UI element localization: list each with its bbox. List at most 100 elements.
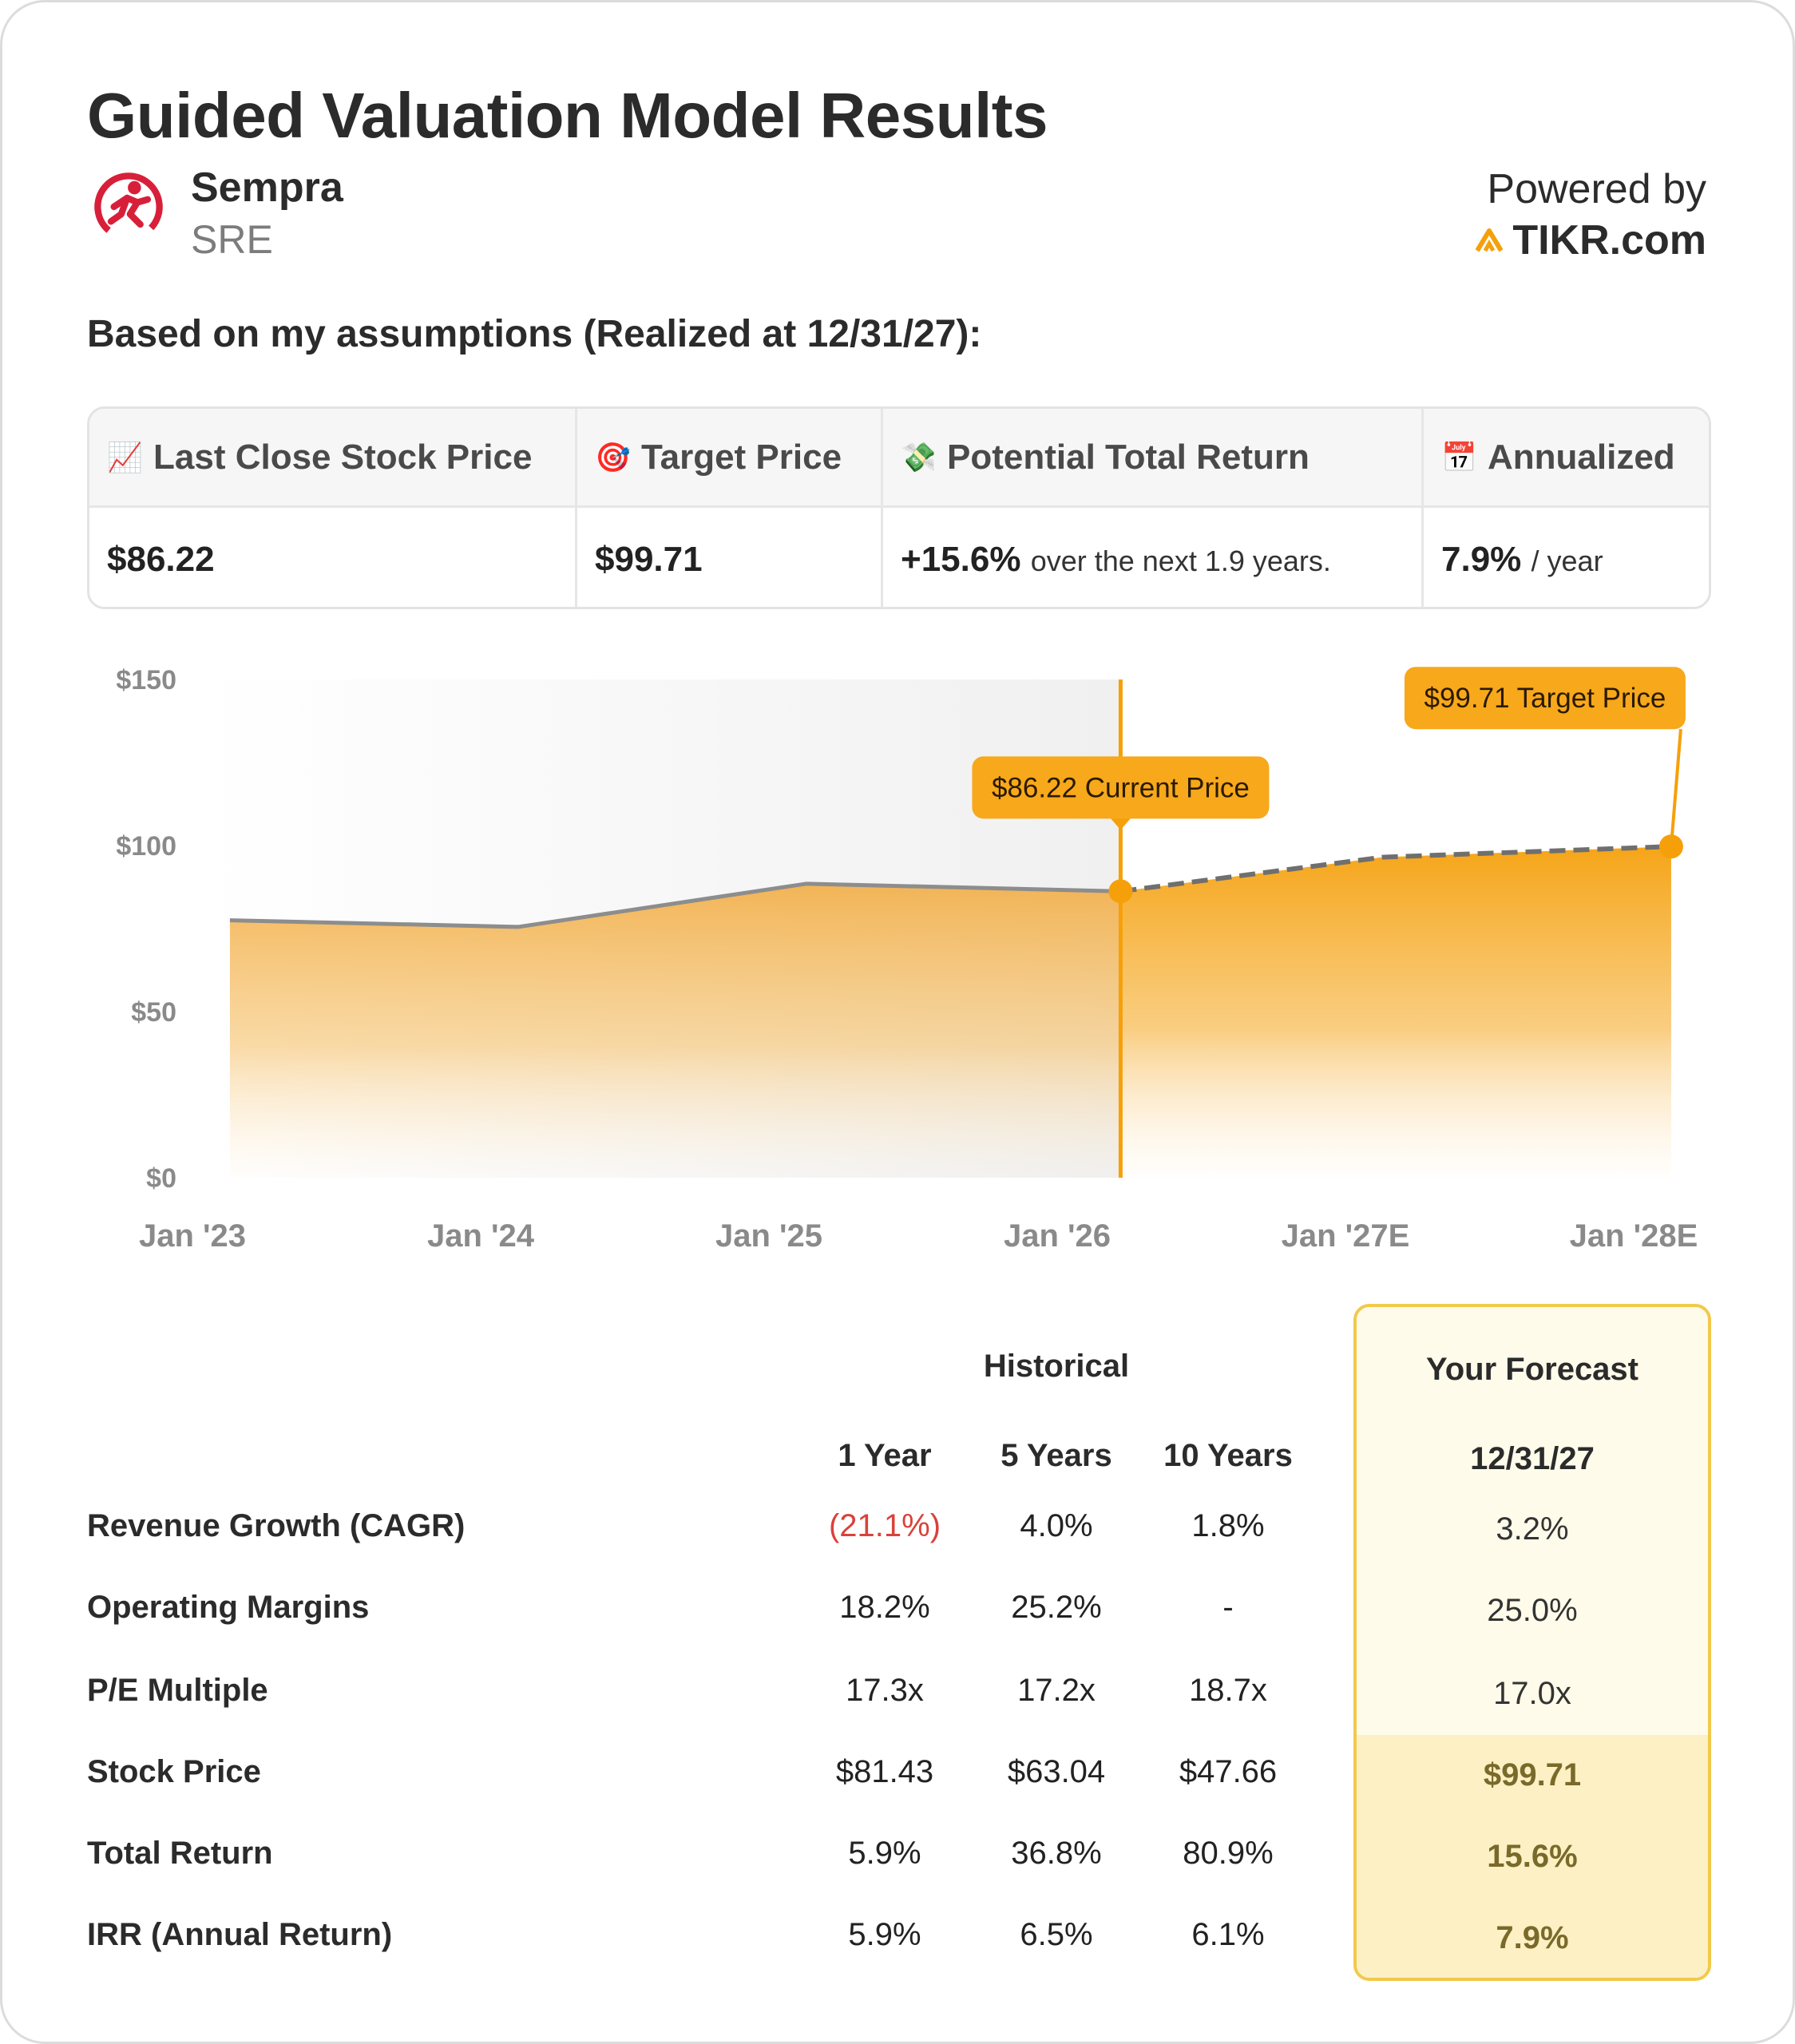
y-tick-label: $50	[131, 997, 176, 1028]
row-value-5y: 36.8%	[1011, 1836, 1102, 1871]
row-value-10y: 1.8%	[1191, 1508, 1265, 1543]
x-tick-label: Jan '24	[427, 1218, 535, 1254]
y-tick-label: $0	[146, 1163, 176, 1194]
tikr-brand-link[interactable]: TIKR.com	[1476, 216, 1706, 264]
row-value-5y: 25.2%	[1011, 1590, 1102, 1625]
page-title: Guided Valuation Model Results	[87, 80, 1048, 151]
col-header-10-years: 10 Years	[1163, 1438, 1293, 1473]
price-chart: $0$50$100$150 Jan '23 Jan '24 Jan '25 Jan '…	[116, 665, 1698, 1254]
row-value-1y: 17.3x	[846, 1673, 924, 1708]
row-value-1y: $81.43	[835, 1754, 934, 1789]
chart-increasing-icon: 📈	[107, 440, 143, 473]
x-axis: Jan '23 Jan '24 Jan '25 Jan '26 Jan '27E Jan …	[139, 1218, 1698, 1254]
y-tick-label: $150	[116, 665, 176, 695]
historical-header: Historical	[983, 1349, 1130, 1384]
summary-header-label: Potential Total Return	[947, 437, 1310, 477]
annotation-current-price: $86.22 Current Price	[972, 756, 1270, 904]
annotation-label: $99.71 Target Price	[1424, 683, 1666, 714]
row-label: Revenue Growth (CAGR)	[87, 1508, 466, 1543]
annotation-box	[1404, 667, 1686, 730]
annotation-target-price: $99.71 Target Price	[1404, 667, 1686, 859]
summary-table: 📈 Last Close Stock Price 🎯 Target Price 💸 P…	[87, 406, 1711, 609]
x-tick-label: Jan '23	[139, 1218, 246, 1254]
row-value-5y: $63.04	[1007, 1754, 1106, 1789]
annualized-suffix: / year	[1531, 545, 1603, 577]
row-forecast: 25.0%	[1487, 1593, 1578, 1628]
y-axis: $0 $50 $100 $150	[116, 665, 176, 1194]
row-forecast: 3.2%	[1496, 1511, 1569, 1547]
summary-header-row: 📈 Last Close Stock Price 🎯 Target Price 💸 P…	[89, 409, 1709, 508]
row-label: P/E Multiple	[87, 1673, 268, 1708]
row-value-1y: 5.9%	[848, 1917, 921, 1952]
y-tick-label: $100	[116, 831, 176, 862]
summary-value-annualized: 7.9% / year	[1424, 510, 1709, 607]
company-name: Sempra	[191, 164, 343, 211]
row-value-10y: -	[1222, 1590, 1234, 1625]
total-return-value: +15.6%	[901, 540, 1021, 579]
summary-header-label: Target Price	[641, 437, 842, 477]
annotation-pointer	[1109, 817, 1132, 830]
summary-header-label: Last Close Stock Price	[153, 437, 533, 477]
summary-value-target: $99.71	[577, 510, 881, 607]
row-label: IRR (Annual Return)	[87, 1917, 393, 1952]
powered-by-label: Powered by	[1487, 166, 1706, 212]
row-label: Stock Price	[87, 1754, 261, 1789]
tikr-logo-icon	[1476, 228, 1504, 252]
row-value-1y: 5.9%	[848, 1836, 921, 1871]
x-tick-label: Jan '27E	[1282, 1218, 1410, 1254]
row-forecast: 17.0x	[1493, 1676, 1571, 1711]
row-value-5y: 4.0%	[1020, 1508, 1093, 1543]
row-label: Operating Margins	[87, 1590, 370, 1625]
target-icon: 🎯	[595, 440, 631, 473]
column-divider	[881, 409, 883, 607]
row-value-10y: $47.66	[1179, 1754, 1278, 1789]
target-price-value: $99.71	[595, 540, 703, 579]
annotation-box	[972, 756, 1270, 819]
row-value-1y: (21.1%)	[828, 1508, 941, 1543]
annotation-connector	[1669, 729, 1682, 847]
row-value-10y: 18.7x	[1189, 1673, 1267, 1708]
row-forecast: $99.71	[1483, 1757, 1582, 1792]
row-forecast: 15.6%	[1487, 1839, 1578, 1874]
forecast-area	[1120, 846, 1671, 1178]
chart-annotations: $86.22 Current Price $99.71 Target Price	[972, 667, 1686, 904]
last-close-value: $86.22	[107, 540, 215, 579]
annualized-value: 7.9%	[1441, 540, 1522, 579]
col-header-5-years: 5 Years	[1001, 1438, 1112, 1473]
calendar-icon: 📅	[1441, 440, 1477, 473]
x-tick-label: Jan '26	[1004, 1218, 1111, 1254]
summary-header-label: Annualized	[1488, 437, 1675, 477]
row-forecast: 7.9%	[1496, 1920, 1569, 1955]
forecast-highlight-bg	[1357, 1735, 1708, 1978]
col-header-1-year: 1 Year	[838, 1438, 932, 1473]
row-value-10y: 80.9%	[1183, 1836, 1274, 1871]
summary-header-target: 🎯 Target Price	[577, 409, 881, 505]
money-wings-icon: 💸	[901, 440, 937, 473]
summary-header-total-return: 💸 Potential Total Return	[883, 409, 1421, 505]
historical-area	[229, 883, 1121, 1178]
annotation-point	[1658, 834, 1683, 859]
ticker-symbol: SRE	[191, 217, 273, 262]
annotation-point	[1108, 879, 1133, 904]
row-value-5y: 6.5%	[1020, 1917, 1093, 1952]
sempra-logo-icon	[94, 172, 163, 241]
x-tick-label: Jan '28E	[1570, 1218, 1698, 1254]
column-divider	[1421, 409, 1424, 607]
summary-value-row: $86.22 $99.71 +15.6% over the next 1.9 y…	[89, 510, 1709, 607]
row-label: Total Return	[87, 1836, 273, 1871]
tikr-brand-text: TIKR.com	[1512, 217, 1706, 263]
historical-line	[229, 881, 1121, 929]
annotation-label: $86.22 Current Price	[992, 772, 1250, 803]
row-value-10y: 6.1%	[1191, 1917, 1265, 1952]
forecast-date-header: 12/31/27	[1470, 1441, 1595, 1476]
assumptions-subtitle: Based on my assumptions (Realized at 12/…	[87, 313, 982, 355]
column-divider	[575, 409, 577, 607]
summary-header-last-close: 📈 Last Close Stock Price	[89, 409, 575, 505]
forecast-column	[1353, 1304, 1711, 1981]
row-value-1y: 18.2%	[839, 1590, 930, 1625]
row-value-5y: 17.2x	[1017, 1673, 1096, 1708]
summary-header-annualized: 📅 Annualized	[1424, 409, 1709, 505]
forecast-header: Your Forecast	[1426, 1352, 1638, 1387]
forecast-line	[1120, 844, 1672, 894]
